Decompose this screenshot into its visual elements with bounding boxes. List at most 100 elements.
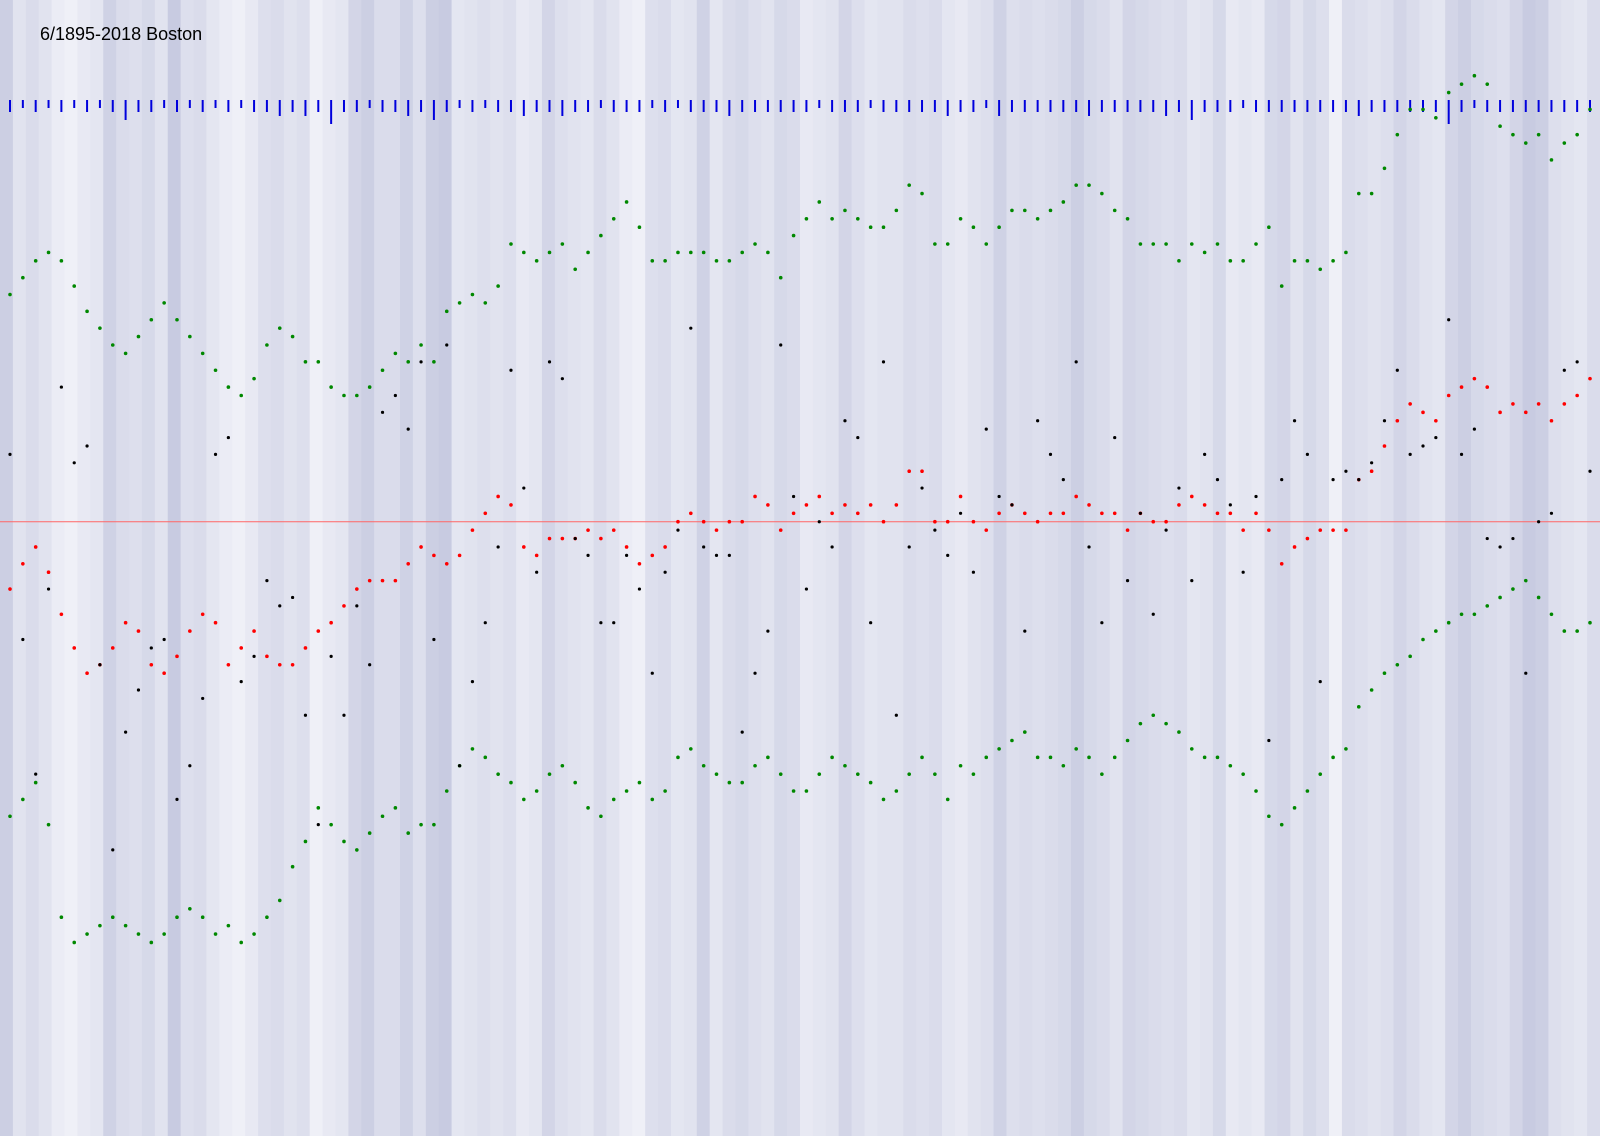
point-s0-1992 xyxy=(1254,242,1258,246)
stripe-1937 xyxy=(541,0,556,1136)
point-s0-2007 xyxy=(1446,90,1451,95)
point-s1-1909 xyxy=(188,629,192,633)
point-s1-1999 xyxy=(1344,528,1348,532)
stripe-1981 xyxy=(1109,0,1124,1136)
stripe-2007 xyxy=(1445,0,1459,1136)
point-s0-2012 xyxy=(1511,132,1515,137)
point-s2-2014 xyxy=(1536,595,1541,600)
point-s3-1941 xyxy=(599,621,603,625)
point-s3-2006 xyxy=(1434,435,1438,440)
point-s3-2002 xyxy=(1382,419,1387,423)
stripe-1962 xyxy=(864,0,879,1136)
point-s2-1961 xyxy=(856,772,860,776)
point-s0-1914 xyxy=(252,376,256,381)
point-s1-1991 xyxy=(1241,528,1245,532)
stripe-1998 xyxy=(1329,0,1343,1136)
point-s1-1962 xyxy=(868,503,873,507)
point-s0-1978 xyxy=(1074,183,1078,187)
stripe-1909 xyxy=(180,0,195,1136)
point-s3-1957 xyxy=(804,587,809,591)
point-s0-1922 xyxy=(355,393,359,398)
point-s2-1925 xyxy=(393,806,398,810)
point-s0-2009 xyxy=(1472,73,1477,78)
point-s1-1938 xyxy=(560,536,565,541)
point-s3-2007 xyxy=(1447,318,1451,322)
stripe-1913 xyxy=(232,0,246,1136)
point-s2-1940 xyxy=(586,806,590,810)
point-s1-1981 xyxy=(1112,511,1117,516)
point-s0-1958 xyxy=(817,200,822,204)
stripe-2008 xyxy=(1458,0,1472,1136)
point-s1-2010 xyxy=(1485,385,1490,389)
point-s0-2010 xyxy=(1485,82,1490,86)
point-s3-1901 xyxy=(85,444,89,448)
point-s1-1948 xyxy=(689,511,693,516)
point-s0-1935 xyxy=(522,250,526,255)
point-s3-1927 xyxy=(419,360,423,364)
point-s1-1950 xyxy=(714,528,719,532)
point-s1-1958 xyxy=(817,494,822,499)
stripe-1908 xyxy=(167,0,182,1136)
point-s2-1984 xyxy=(1151,713,1156,718)
point-s3-1897 xyxy=(34,772,38,776)
point-s1-2004 xyxy=(1408,402,1412,406)
point-s3-1996 xyxy=(1305,452,1309,456)
point-s3-2001 xyxy=(1370,461,1374,465)
point-s0-1993 xyxy=(1267,225,1271,229)
stripe-1951 xyxy=(722,0,737,1136)
point-s2-1982 xyxy=(1125,738,1130,743)
point-s0-2014 xyxy=(1536,132,1541,137)
point-s1-1914 xyxy=(252,629,256,633)
stripe-1898 xyxy=(38,0,53,1136)
point-s3-1991 xyxy=(1241,570,1245,574)
point-s1-1951 xyxy=(727,519,732,524)
point-s1-1922 xyxy=(355,587,359,591)
point-s1-1971 xyxy=(984,528,989,532)
point-s0-2006 xyxy=(1434,116,1438,120)
point-s1-1903 xyxy=(110,646,115,650)
point-s1-1917 xyxy=(290,662,295,667)
stripe-1915 xyxy=(258,0,272,1136)
point-s3-1924 xyxy=(380,410,385,414)
point-s2-1954 xyxy=(766,755,770,760)
point-s2-1949 xyxy=(701,763,706,768)
stripe-1970 xyxy=(967,0,982,1136)
point-s3-1935 xyxy=(522,486,526,490)
point-s2-1911 xyxy=(213,932,218,936)
point-s3-1938 xyxy=(560,377,564,381)
point-s3-1987 xyxy=(1190,579,1194,583)
point-s0-1956 xyxy=(791,233,796,238)
point-s1-2006 xyxy=(1434,418,1438,423)
point-s3-1917 xyxy=(291,595,295,600)
series-2 xyxy=(8,578,1592,945)
point-s2-1945 xyxy=(650,797,655,802)
stripe-1904 xyxy=(116,0,130,1136)
point-s3-2011 xyxy=(1498,545,1502,549)
point-s1-1975 xyxy=(1035,519,1040,524)
point-s3-1979 xyxy=(1087,545,1091,549)
stripe-1914 xyxy=(245,0,259,1136)
point-s0-2003 xyxy=(1395,132,1400,137)
point-s0-1952 xyxy=(740,250,744,255)
stripe-1997 xyxy=(1316,0,1330,1136)
point-s1-1930 xyxy=(457,553,462,558)
point-s3-1903 xyxy=(111,848,115,852)
point-s3-1912 xyxy=(226,435,230,440)
point-s2-1920 xyxy=(329,822,333,827)
stripe-1978 xyxy=(1070,0,1085,1136)
point-s2-1904 xyxy=(123,923,128,928)
point-s2-1965 xyxy=(907,772,911,776)
point-s0-1988 xyxy=(1202,250,1207,255)
point-s3-1907 xyxy=(162,637,166,642)
point-s3-1931 xyxy=(470,680,475,684)
stripe-1942 xyxy=(606,0,620,1136)
point-s0-2011 xyxy=(1498,124,1502,129)
point-s0-1924 xyxy=(380,368,385,373)
point-s2-1981 xyxy=(1112,755,1117,760)
stripe-1955 xyxy=(774,0,788,1136)
point-s1-1915 xyxy=(265,654,269,659)
stripe-1977 xyxy=(1058,0,1072,1136)
point-s2-1963 xyxy=(881,797,886,802)
point-s2-1952 xyxy=(740,780,744,785)
stripe-1949 xyxy=(696,0,711,1136)
